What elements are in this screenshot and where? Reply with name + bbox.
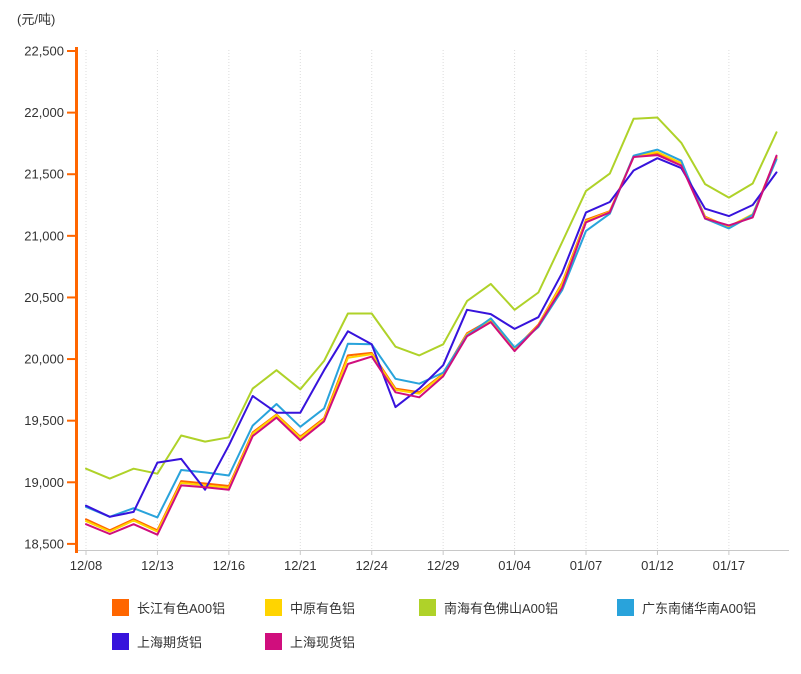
- x-axis-label: 01/17: [713, 558, 746, 573]
- legend-label: 广东南储华南A00铝: [642, 600, 757, 616]
- legend-item-zhongyuan: 中原有色铝: [265, 598, 355, 616]
- series-line-0: [85, 152, 778, 532]
- legend-swatch-magenta: [265, 632, 282, 650]
- legend-swatch-cyan: [617, 598, 634, 616]
- x-axis-label: 01/12: [641, 558, 674, 573]
- legend-label: 上海现货铝: [290, 634, 356, 650]
- legend-label: 长江有色A00铝: [137, 600, 226, 616]
- y-axis-label: 21,000: [24, 228, 64, 243]
- legend-swatch-yellow: [265, 598, 282, 616]
- legend-item-guangdong-nanchu-a00: 广东南储华南A00铝: [617, 598, 756, 616]
- series-line-1: [85, 151, 778, 533]
- series-line-3: [85, 148, 778, 519]
- series-line-5: [85, 154, 778, 536]
- y-axis-unit-label: (元/吨): [17, 12, 56, 27]
- x-axis-label: 12/24: [355, 558, 388, 573]
- y-axis-label: 21,500: [24, 167, 64, 182]
- legend-item-changjiang-a00: 长江有色A00铝: [112, 598, 225, 616]
- legend-swatch-green: [419, 598, 436, 616]
- y-axis-label: 19,500: [24, 413, 64, 428]
- y-axis-label: 22,500: [24, 44, 64, 59]
- x-axis-label: 01/07: [570, 558, 603, 573]
- y-axis: 22,500 22,000 21,500 21,000 20,500 20,000 19,5…: [24, 44, 78, 553]
- series-line-2: [85, 116, 778, 480]
- x-axis-label: 12/29: [427, 558, 460, 573]
- legend-item-shanghai-futures: 上海期货铝: [112, 632, 202, 650]
- y-axis-label: 18,500: [24, 536, 64, 551]
- gridlines: [85, 50, 730, 550]
- legend-swatch-indigo: [112, 632, 129, 650]
- x-axis: 12/08 12/13 12/16 12/21 12/24 12/29 01/04 01/07…: [70, 550, 789, 573]
- y-axis-label: 19,000: [24, 475, 64, 490]
- x-axis-label: 12/08: [70, 558, 103, 573]
- x-axis-label: 12/16: [213, 558, 246, 573]
- y-axis-label: 20,500: [24, 290, 64, 305]
- legend-swatch-orange: [112, 598, 129, 616]
- chart-plot-area: 12/08 12/13 12/16 12/21 12/24 12/29 01/04 01/07…: [24, 44, 789, 573]
- x-axis-label: 12/21: [284, 558, 317, 573]
- x-axis-label: 01/04: [498, 558, 531, 573]
- y-axis-label: 20,000: [24, 352, 64, 367]
- legend-item-shanghai-spot: 上海现货铝: [265, 632, 355, 650]
- legend-label: 中原有色铝: [290, 600, 356, 616]
- x-axis-label: 12/13: [141, 558, 174, 573]
- legend-label: 南海有色佛山A00铝: [444, 600, 559, 616]
- legend-item-nanhai-foshan-a00: 南海有色佛山A00铝: [419, 598, 558, 616]
- series-line-4: [85, 157, 778, 518]
- y-axis-label: 22,000: [24, 105, 64, 120]
- legend-label: 上海期货铝: [137, 634, 203, 650]
